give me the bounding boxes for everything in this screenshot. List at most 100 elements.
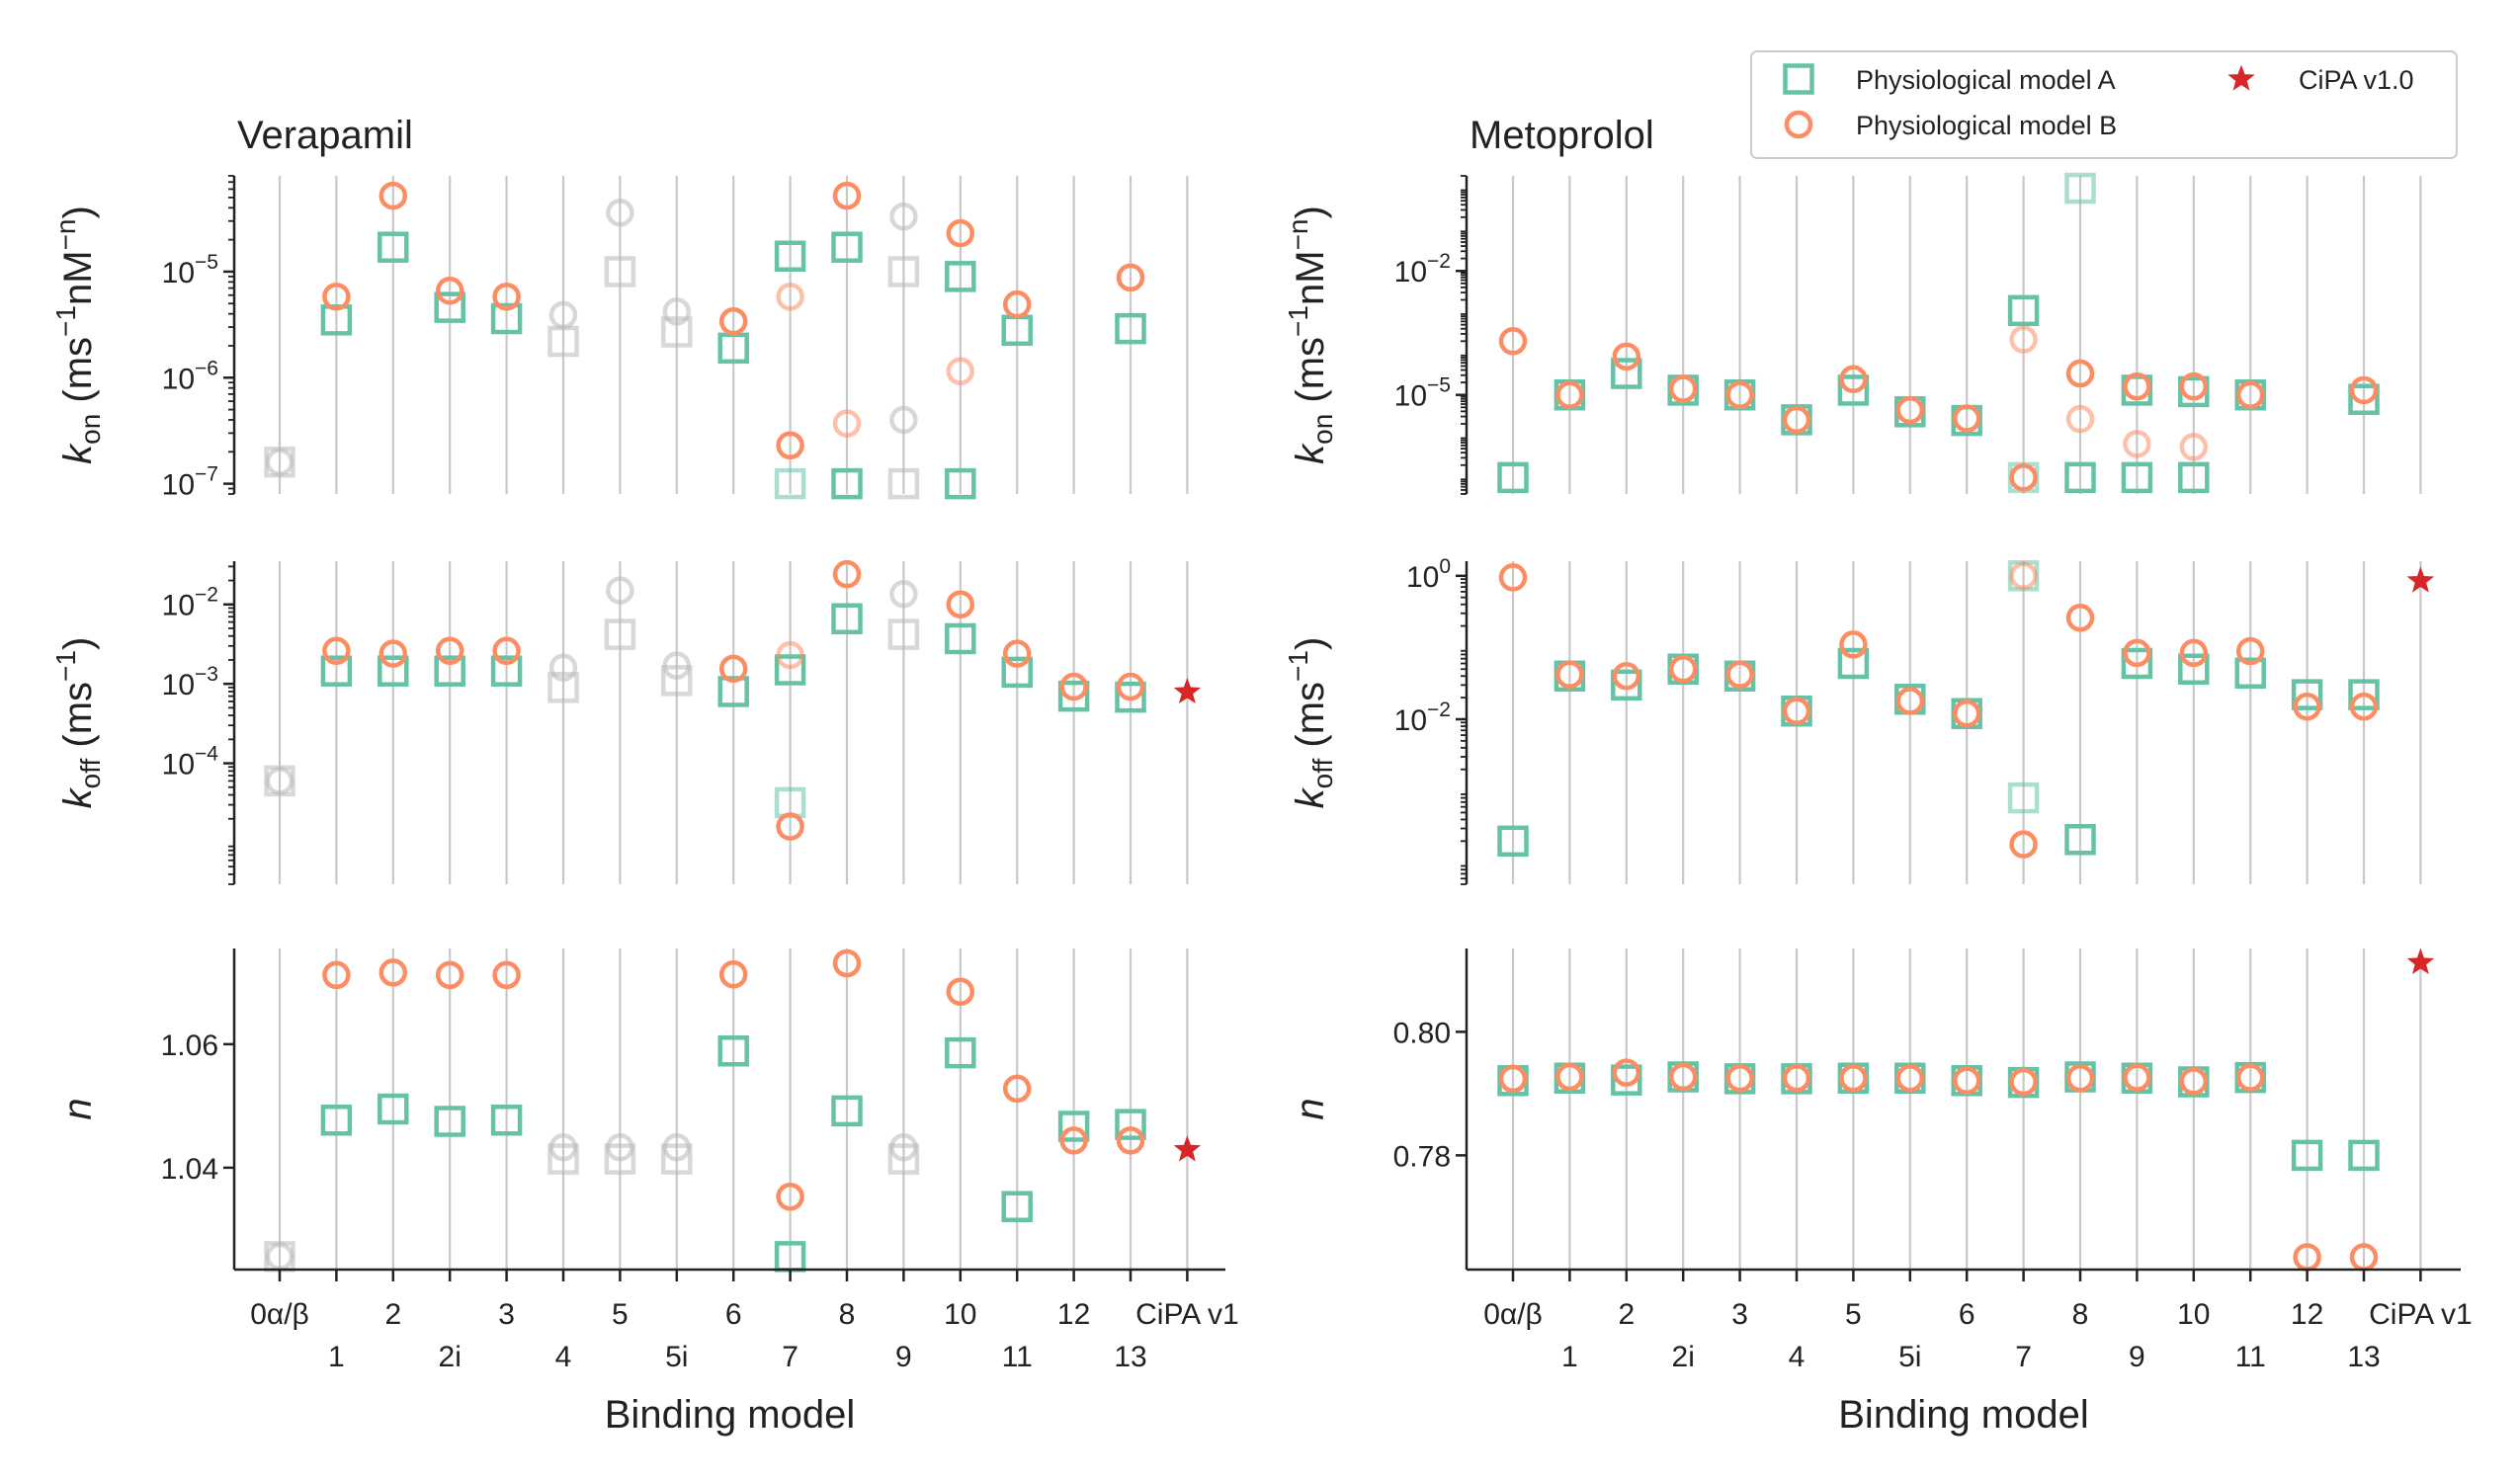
- model-a-point: [831, 1095, 863, 1127]
- model-b-point: [322, 636, 351, 666]
- y-tick-label: 10−5: [1394, 374, 1451, 413]
- model-a-point: [1837, 374, 1870, 406]
- model-b-point: [606, 1133, 634, 1162]
- x-tick-label: 8: [2072, 1298, 2089, 1331]
- model-b-point: [548, 300, 578, 330]
- model-a-point: [320, 1105, 353, 1136]
- model-a-point: [887, 1143, 920, 1175]
- model-a-point: [1611, 669, 1642, 701]
- model-a-point: [774, 467, 806, 500]
- x-tick-label: 10: [944, 1298, 976, 1331]
- model-b-point: [1612, 342, 1641, 371]
- model-b-point: [776, 283, 804, 311]
- model-a-point: [2348, 1139, 2380, 1172]
- data-points: [1497, 560, 2435, 859]
- model-b-point: [2065, 604, 2095, 632]
- legend-item: Physiological model A: [1783, 63, 2116, 95]
- model-a-point: [2291, 1139, 2323, 1172]
- model-a-point: [1001, 1191, 1033, 1222]
- model-b-point: [1782, 697, 1811, 725]
- model-b-point: [662, 1133, 692, 1162]
- legend-label: Physiological model A: [1856, 65, 2116, 95]
- model-a-point: [2178, 461, 2210, 494]
- model-a-point: [831, 467, 863, 500]
- cipa-point: [1173, 677, 1202, 704]
- model-b-point: [1116, 672, 1145, 701]
- y-axis-label: kon (ms−1nM−n): [1283, 206, 1338, 464]
- x-tick-label: 2: [1618, 1298, 1635, 1331]
- model-b-point: [1725, 660, 1754, 689]
- y-tick-label: 0.78: [1393, 1140, 1451, 1173]
- x-tick-label: 8: [839, 1298, 856, 1331]
- y-tick-label: 10−5: [162, 251, 218, 289]
- model-a-point: [717, 676, 749, 707]
- model-a-point: [661, 1143, 693, 1175]
- model-b-point: [2123, 1063, 2151, 1092]
- model-a-point: [945, 467, 976, 500]
- model-b-point: [1612, 662, 1641, 691]
- legend-item: CiPA v1.0: [2227, 64, 2414, 95]
- model-a-point: [945, 1036, 976, 1069]
- model-b-point: [1895, 687, 1925, 715]
- x-tick-label: 5i: [1898, 1341, 1921, 1373]
- model-a-point: [547, 1143, 579, 1175]
- model-b-point: [322, 960, 351, 990]
- model-b-point: [662, 651, 692, 680]
- model-a-point: [945, 622, 976, 655]
- model-b-point: [1839, 365, 1868, 394]
- x-tick-label: CiPA v1: [1135, 1298, 1239, 1331]
- model-b-point: [832, 559, 862, 589]
- model-b-point: [606, 576, 634, 605]
- model-a-point: [1497, 461, 1529, 494]
- model-a-point: [2064, 172, 2096, 205]
- model-b-point: [776, 1183, 804, 1211]
- model-b-point: [2065, 1064, 2095, 1093]
- model-a-point: [831, 231, 863, 263]
- model-b-point: [2009, 1067, 2038, 1097]
- model-b-point: [2179, 1067, 2209, 1096]
- x-tick-label: 7: [2015, 1341, 2032, 1373]
- model-a-point: [490, 1105, 523, 1136]
- x-tick-label: 6: [725, 1298, 742, 1331]
- model-b-point: [1002, 639, 1032, 668]
- model-b-point: [492, 636, 521, 666]
- data-points: [264, 559, 1202, 841]
- y-axis-label: n: [1289, 1098, 1332, 1119]
- model-a-point: [2348, 383, 2380, 415]
- model-a-point: [547, 672, 579, 703]
- model-b-point: [1839, 630, 1868, 659]
- model-a-point: [945, 261, 976, 292]
- model-a-point: [378, 1093, 409, 1125]
- x-tick-label: 12: [1057, 1298, 1090, 1331]
- y-tick-label: 10−3: [162, 663, 218, 701]
- model-b-point: [1555, 380, 1584, 409]
- model-b-point: [1059, 1126, 1088, 1155]
- model-a-point: [2178, 375, 2210, 408]
- model-b-point: [322, 283, 351, 311]
- model-b-point: [1952, 1066, 1981, 1095]
- model-b-point: [378, 639, 408, 668]
- y-tick-label: 10−6: [162, 357, 218, 395]
- model-a-point: [887, 467, 920, 500]
- model-b-point: [776, 812, 804, 841]
- model-a-point: [434, 1106, 465, 1137]
- model-b-point: [1116, 1126, 1145, 1155]
- model-b-point: [2179, 433, 2209, 461]
- data-points: [1497, 172, 2380, 494]
- model-b-point: [1782, 405, 1811, 435]
- x-tick-label: 2: [384, 1298, 401, 1331]
- model-b-point: [492, 960, 521, 990]
- model-b-point: [2009, 463, 2038, 492]
- model-a-point: [434, 655, 465, 687]
- y-tick-label: 100: [1406, 555, 1451, 594]
- model-a-point: [2291, 679, 2323, 710]
- model-a-point: [1057, 680, 1090, 712]
- model-b-point: [1059, 672, 1088, 701]
- model-b-point: [1612, 1058, 1641, 1087]
- model-b-point: [832, 948, 862, 978]
- cipa-point: [1173, 1135, 1202, 1162]
- model-b-point: [1952, 699, 1981, 728]
- model-b-point: [718, 960, 748, 989]
- model-b-point: [776, 640, 804, 670]
